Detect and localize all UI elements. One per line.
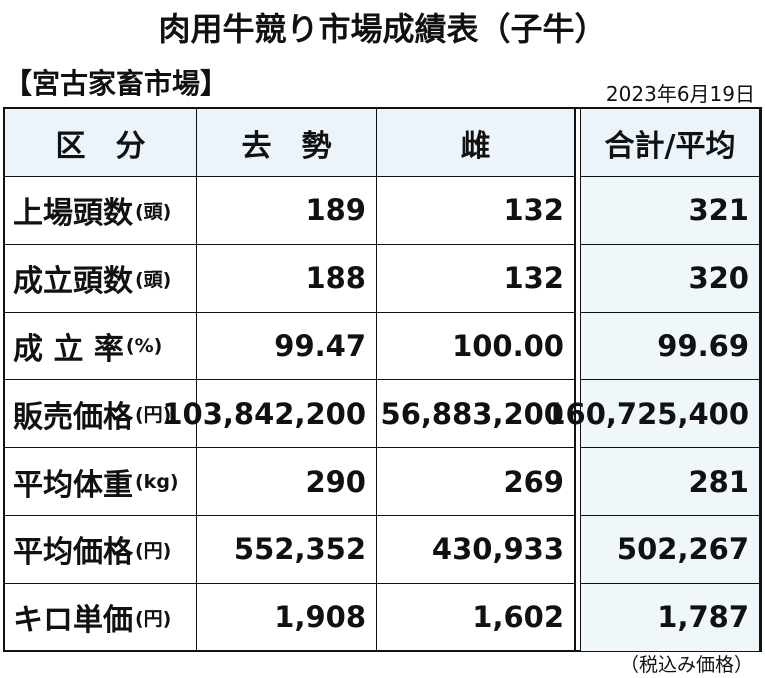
column-header: 区 分 <box>5 109 197 177</box>
label-unit: (円) <box>135 539 172 562</box>
label-text: キロ単価 <box>13 603 133 639</box>
label-text: 販売価格 <box>13 399 133 435</box>
label-unit: (円) <box>135 607 172 630</box>
value-cell: 321 <box>581 177 760 245</box>
value-cell: 188 <box>197 244 377 313</box>
value-cell: 132 <box>377 244 575 313</box>
label-unit: (頭) <box>135 200 172 223</box>
column-header: 雌 <box>377 109 575 177</box>
row-label: キロ単価 (円) <box>5 583 197 652</box>
label-unit: (kg) <box>135 470 179 493</box>
value-cell: 320 <box>581 244 760 313</box>
value-cell: 160,725,400 <box>545 380 760 449</box>
value-cell: 502,267 <box>581 516 760 584</box>
market-name: 【宮古家畜市場】 <box>4 67 229 100</box>
label-unit: (頭) <box>135 268 172 291</box>
value-cell: 99.69 <box>581 312 760 381</box>
value-cell: 281 <box>581 448 760 516</box>
value-cell: 56,883,200 <box>377 380 575 449</box>
value-cell: 430,933 <box>377 516 575 584</box>
value-cell: 552,352 <box>197 516 377 584</box>
label-text: 成立頭数 <box>13 264 133 300</box>
row-label: 平均価格 (円) <box>5 516 197 584</box>
label-unit: (円) <box>135 404 172 427</box>
label-unit: (%) <box>125 334 163 357</box>
double-rule <box>575 109 581 650</box>
value-cell: 99.47 <box>197 312 377 381</box>
footnote: （税込み価格） <box>619 654 753 676</box>
row-label: 成 立 率 (%) <box>5 312 197 381</box>
value-cell: 132 <box>377 177 575 245</box>
row-label: 上場頭数 (頭) <box>5 177 197 245</box>
label-text: 上場頭数 <box>13 196 133 232</box>
row-label: 平均体重 (kg) <box>5 448 197 516</box>
value-cell: 1,602 <box>377 583 575 652</box>
results-table: 区 分去 勢雌合計/平均 上場頭数 (頭) 189 132 321 成立頭数 (頭) 188 13… <box>3 107 762 652</box>
column-header: 合計/平均 <box>581 109 760 177</box>
value-cell: 189 <box>197 177 377 245</box>
title: 肉用牛競り市場成績表（子牛） <box>158 10 607 48</box>
value-cell: 1,908 <box>197 583 377 652</box>
value-cell: 269 <box>377 448 575 516</box>
value-cell: 290 <box>197 448 377 516</box>
value-cell: 100.00 <box>377 312 575 381</box>
value-cell: 1,787 <box>581 583 760 652</box>
row-label: 販売価格 (円) <box>5 380 197 449</box>
row-label: 成立頭数 (頭) <box>5 244 197 313</box>
column-header: 去 勢 <box>197 109 377 177</box>
label-text: 平均体重 <box>13 467 133 503</box>
label-text: 成 立 率 <box>13 331 124 367</box>
date: 2023年6月19日 <box>605 82 755 106</box>
value-cell: 103,842,200 <box>162 380 377 449</box>
label-text: 平均価格 <box>13 535 133 571</box>
